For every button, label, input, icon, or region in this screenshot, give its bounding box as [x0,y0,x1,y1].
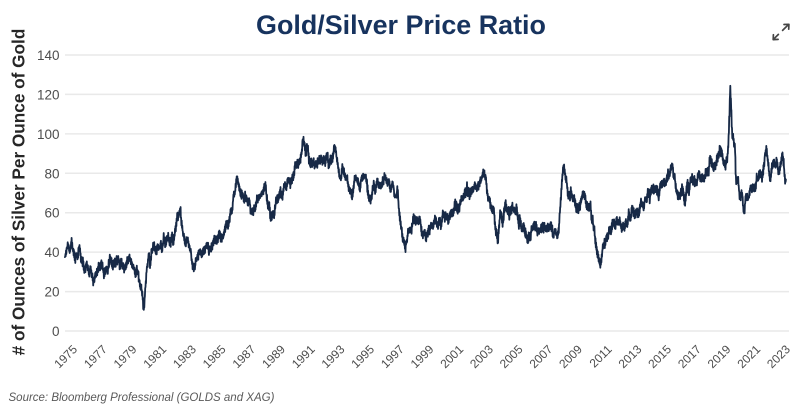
svg-text:0: 0 [52,324,60,339]
svg-text:2019: 2019 [705,342,734,371]
svg-text:2015: 2015 [645,342,674,371]
svg-text:Gold/Silver Price Ratio: Gold/Silver Price Ratio [256,10,546,40]
svg-text:# of Ounces of Silver Per Ounc: # of Ounces of Silver Per Ounce of Gold [9,29,29,356]
svg-text:60: 60 [44,206,59,221]
svg-text:2017: 2017 [675,342,704,371]
svg-text:2013: 2013 [616,342,645,371]
svg-text:Source: Bloomberg Professional: Source: Bloomberg Professional (GOLDS an… [9,392,275,404]
svg-text:1983: 1983 [170,342,199,371]
svg-text:1991: 1991 [289,342,318,371]
svg-text:20: 20 [44,285,59,300]
svg-text:2001: 2001 [437,342,466,371]
svg-text:1987: 1987 [230,342,259,371]
svg-text:1985: 1985 [200,342,229,371]
svg-text:1999: 1999 [408,342,437,371]
svg-text:2021: 2021 [734,342,763,371]
svg-text:2011: 2011 [587,342,615,370]
svg-text:1979: 1979 [111,342,140,371]
svg-text:80: 80 [44,166,59,181]
svg-text:100: 100 [37,127,60,142]
svg-text:2009: 2009 [556,342,585,371]
svg-text:1977: 1977 [81,342,110,371]
svg-text:2007: 2007 [527,342,556,371]
svg-text:140: 140 [37,48,60,63]
svg-text:40: 40 [44,245,59,260]
svg-text:1981: 1981 [140,342,169,371]
svg-text:1975: 1975 [51,342,80,371]
svg-text:1989: 1989 [259,342,288,371]
svg-text:2005: 2005 [497,342,526,371]
svg-text:2003: 2003 [467,342,496,371]
svg-text:1993: 1993 [319,342,348,371]
svg-text:2023: 2023 [764,342,793,371]
svg-text:1997: 1997 [378,342,407,371]
svg-text:120: 120 [37,87,60,102]
svg-text:1995: 1995 [348,342,377,371]
